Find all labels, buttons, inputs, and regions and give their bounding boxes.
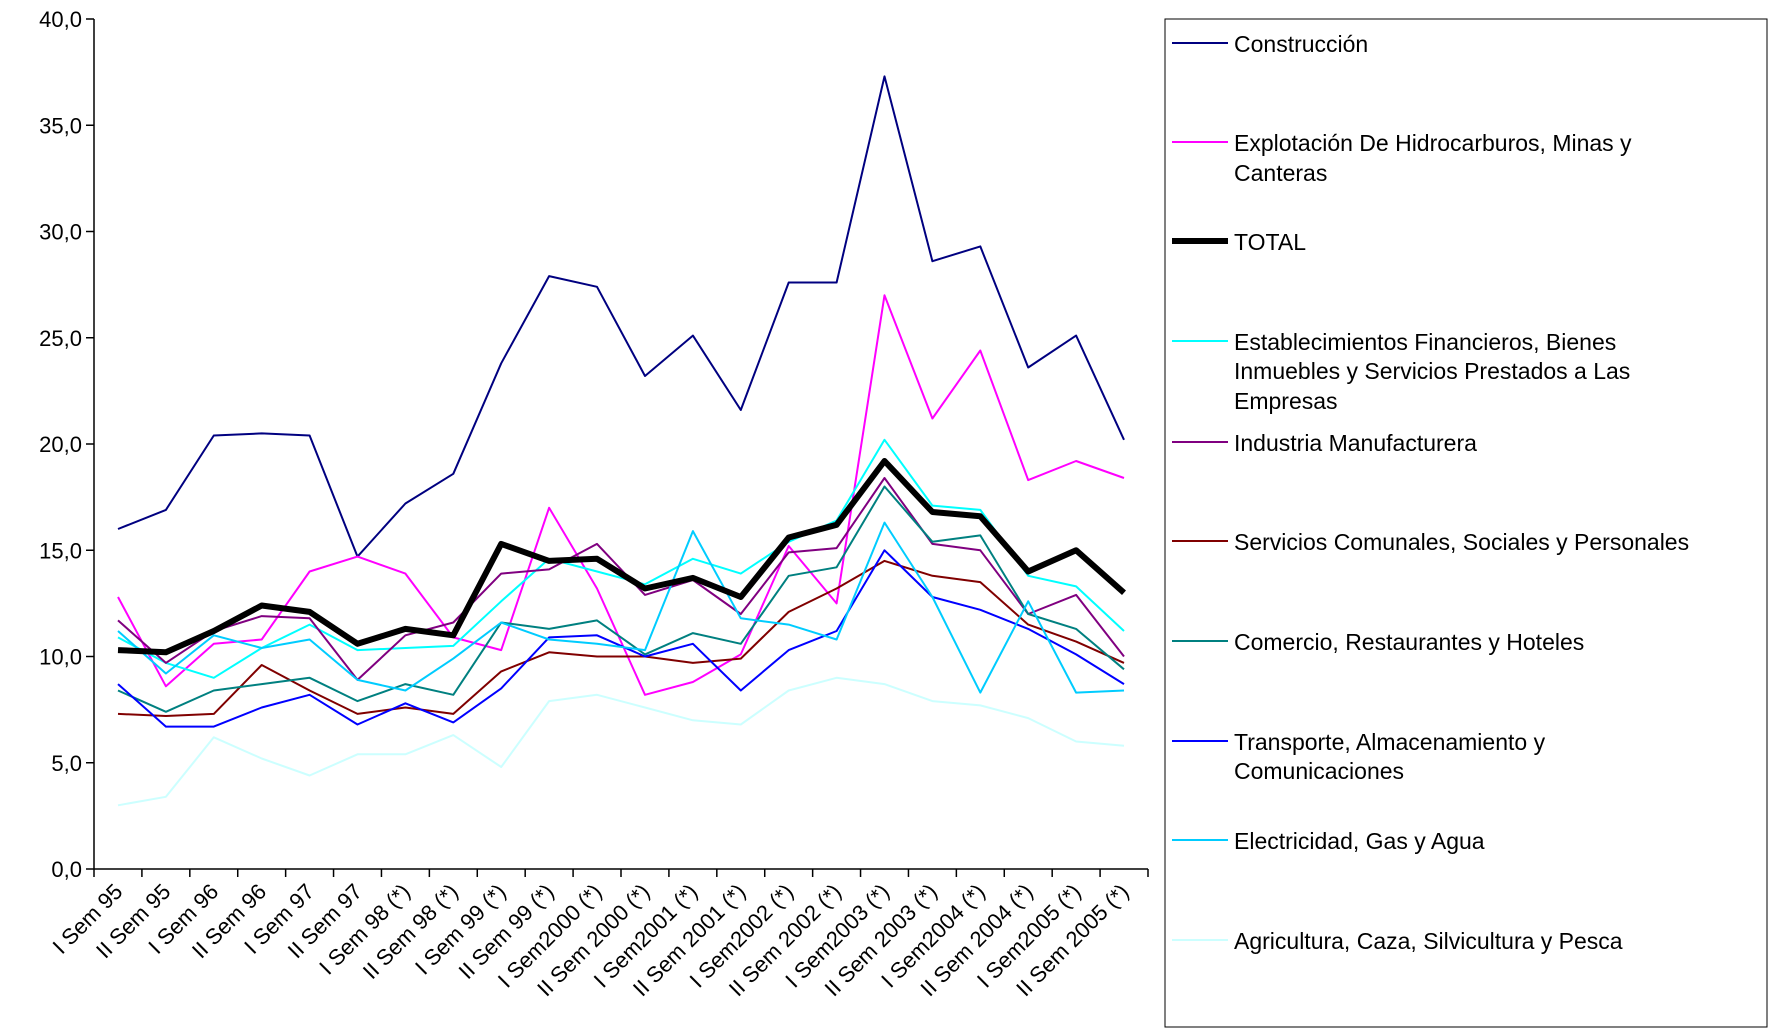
legend-label-line: Agricultura, Caza, Silvicultura y Pesca [1234, 928, 1623, 954]
legend-label-0: Construcción [1234, 31, 1368, 57]
legend-label-line: Inmuebles y Servicios Prestados a Las [1234, 358, 1630, 384]
legend: Construcción Explotación De Hidrocarburos… [1164, 18, 1768, 1028]
legend-label-7: Transporte, Almacenamiento y Comunicacion… [1234, 729, 1546, 784]
y-tick-label: 0,0 [51, 857, 82, 882]
legend-label-line: Explotación De Hidrocarburos, Minas y [1234, 130, 1632, 156]
legend-label-line: TOTAL [1234, 229, 1306, 255]
legend-label-6: Comercio, Restaurantes y Hoteles [1234, 629, 1584, 655]
y-tick-label: 35,0 [39, 113, 82, 138]
y-tick-label: 30,0 [39, 220, 82, 245]
legend-label-line: Servicios Comunales, Sociales y Personal… [1234, 529, 1689, 555]
y-tick-label: 5,0 [51, 751, 82, 776]
y-tick-label: 20,0 [39, 432, 82, 457]
legend-label-line: Comercio, Restaurantes y Hoteles [1234, 629, 1584, 655]
legend-label-line: Transporte, Almacenamiento y [1234, 729, 1546, 755]
plot-area: 0,05,010,015,020,025,030,035,040,0I Sem … [39, 7, 1149, 1001]
y-tick-label: 40,0 [39, 7, 82, 32]
legend-label-1: Explotación De Hidrocarburos, Minas y Can… [1234, 130, 1632, 186]
y-tick-label: 15,0 [39, 538, 82, 563]
legend-label-line: Empresas [1234, 388, 1338, 414]
legend-label-8: Electricidad, Gas y Agua [1234, 828, 1485, 854]
series-line-2 [117, 458, 1126, 656]
legend-label-5: Servicios Comunales, Sociales y Personal… [1234, 529, 1689, 555]
y-tick-label: 25,0 [39, 326, 82, 351]
legend-label-line: Establecimientos Financieros, Bienes [1234, 329, 1616, 355]
series-line-0 [117, 75, 1125, 558]
series-line-1 [117, 294, 1125, 696]
legend-frame [1164, 18, 1768, 1028]
series-line-5 [117, 559, 1125, 717]
legend-label-3: Establecimientos Financieros, Bienes Inmu… [1234, 329, 1630, 414]
y-tick-label: 10,0 [39, 645, 82, 670]
series-line-8 [117, 521, 1125, 694]
legend-label-line: Industria Manufacturera [1234, 430, 1477, 456]
legend-label-4: Industria Manufacturera [1234, 430, 1477, 456]
legend-label-line: Comunicaciones [1234, 758, 1404, 784]
series-line-7 [117, 549, 1125, 728]
series-line-6 [117, 485, 1125, 713]
legend-label-line: Electricidad, Gas y Agua [1234, 828, 1485, 854]
legend-label-2: TOTAL [1234, 229, 1306, 255]
legend-label-9: Agricultura, Caza, Silvicultura y Pesca [1234, 928, 1623, 954]
series-line-3 [117, 438, 1125, 679]
legend-label-line: Construcción [1234, 31, 1368, 57]
series-line-4 [117, 477, 1125, 681]
legend-label-line: Canteras [1234, 160, 1327, 186]
series-line-9 [117, 676, 1125, 807]
